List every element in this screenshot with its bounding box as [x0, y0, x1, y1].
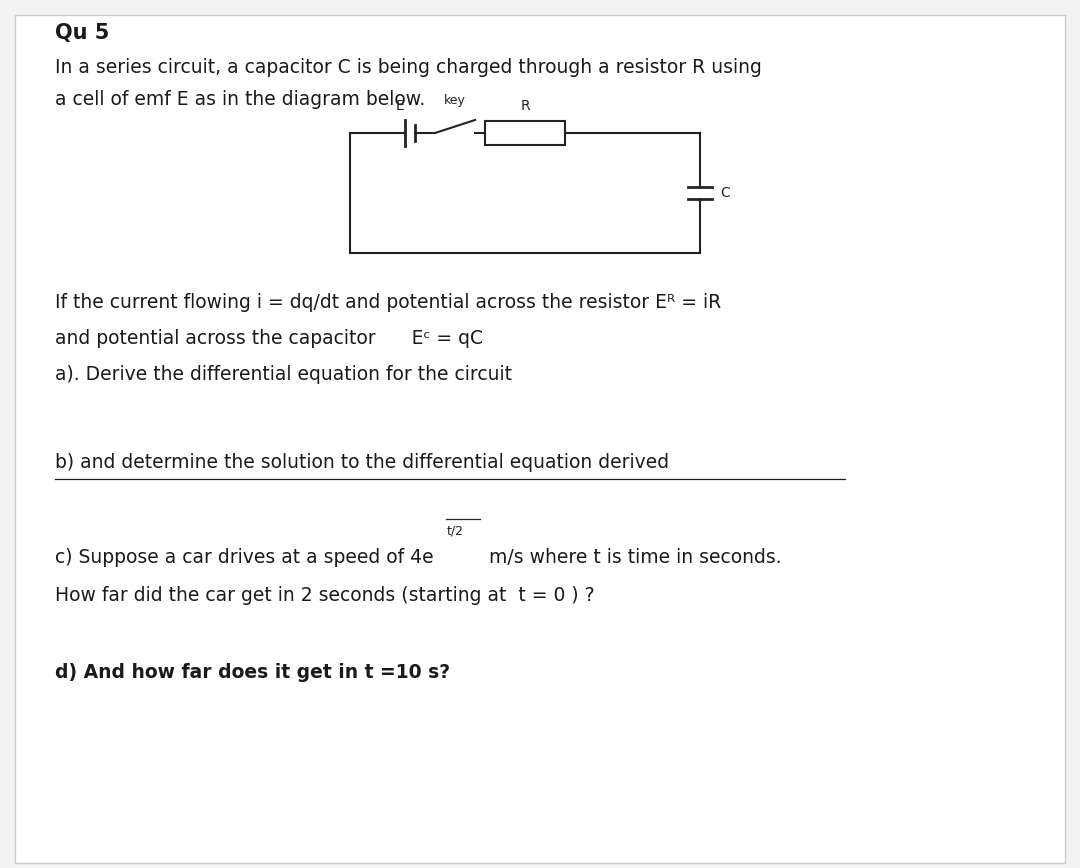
Text: In a series circuit, a capacitor C is being charged through a resistor R using: In a series circuit, a capacitor C is be…: [55, 58, 761, 77]
Text: a cell of emf E as in the diagram below.: a cell of emf E as in the diagram below.: [55, 90, 426, 109]
FancyBboxPatch shape: [15, 15, 1065, 863]
Text: C: C: [720, 186, 730, 200]
Text: E: E: [395, 99, 404, 113]
Text: R: R: [521, 99, 530, 113]
Text: a). Derive the differential equation for the circuit: a). Derive the differential equation for…: [55, 365, 512, 384]
Text: c) Suppose a car drives at a speed of 4e: c) Suppose a car drives at a speed of 4e: [55, 548, 434, 567]
Text: m/s where t is time in seconds.: m/s where t is time in seconds.: [483, 548, 782, 567]
Text: How far did the car get in 2 seconds (starting at  t = 0 ) ?: How far did the car get in 2 seconds (st…: [55, 586, 595, 605]
Text: key: key: [444, 94, 465, 107]
Text: and potential across the capacitor      Eᶜ = qC: and potential across the capacitor Eᶜ = …: [55, 329, 483, 348]
Text: t/2: t/2: [447, 525, 464, 538]
Text: b) and determine the solution to the differential equation derived: b) and determine the solution to the dif…: [55, 453, 670, 472]
Text: If the current flowing i = dq/dt and potential across the resistor Eᴿ = iR: If the current flowing i = dq/dt and pot…: [55, 293, 721, 312]
Text: Qu 5: Qu 5: [55, 23, 109, 43]
Bar: [485, 121, 565, 145]
Text: d) And how far does it get in t =10 s?: d) And how far does it get in t =10 s?: [55, 663, 450, 682]
